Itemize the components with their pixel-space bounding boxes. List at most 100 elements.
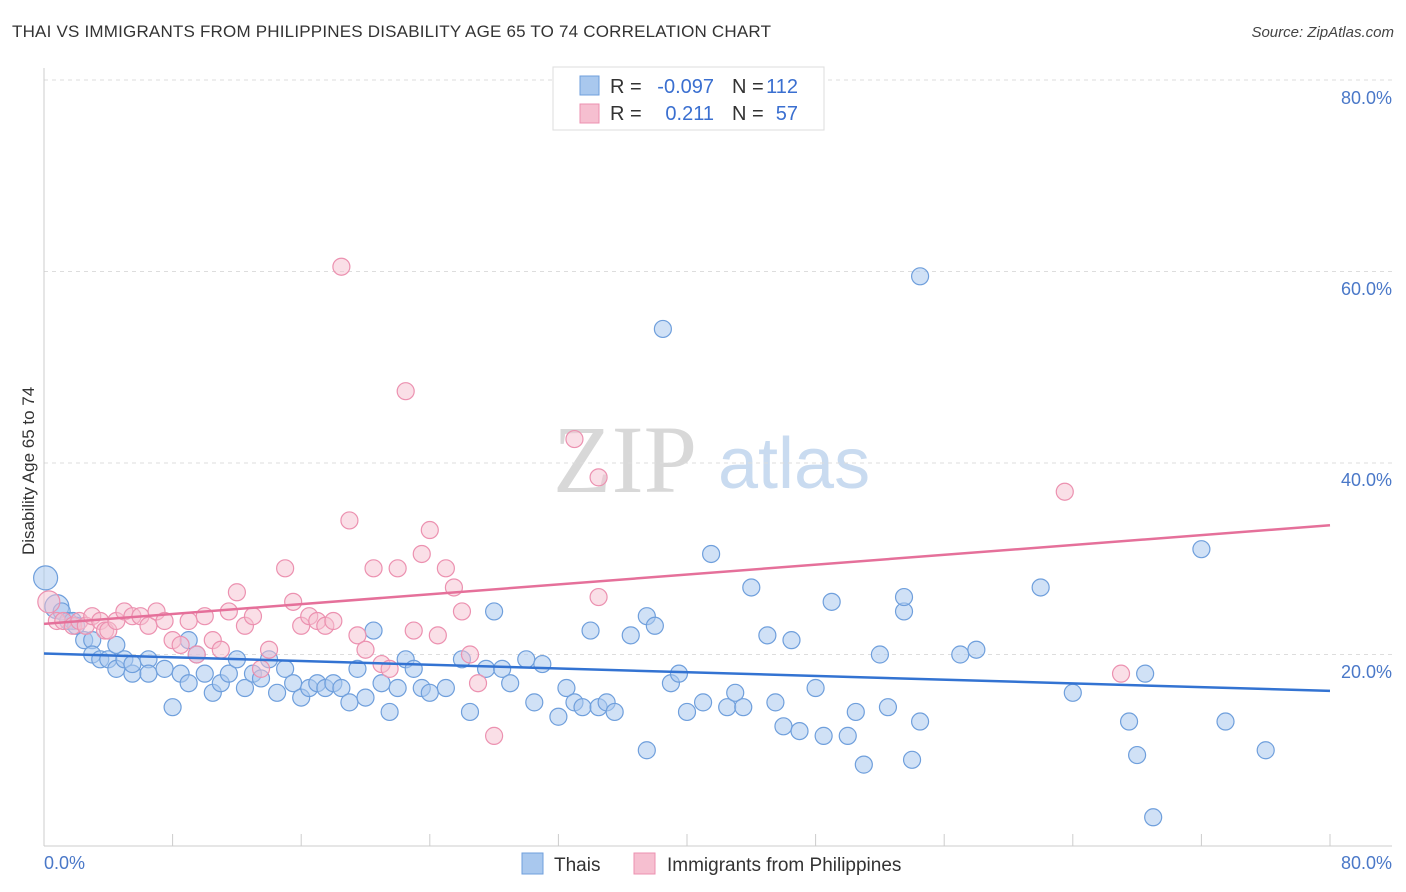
philippines-point	[259, 640, 279, 659]
thais-point	[155, 659, 174, 678]
axes	[43, 68, 1392, 847]
thais-point	[1031, 578, 1050, 597]
thais-point	[910, 712, 930, 731]
philippines-point	[436, 559, 455, 578]
philippines-point	[340, 511, 359, 530]
thais-point	[163, 698, 182, 717]
philippines-trend-line	[43, 523, 1331, 626]
thais-point	[493, 659, 512, 678]
philippines-point	[211, 640, 230, 659]
thais-point	[517, 650, 536, 669]
x-tick-label-max: 80.0%	[1341, 853, 1392, 873]
thais-point	[420, 683, 439, 702]
thais-point	[814, 726, 833, 745]
thais-point	[1063, 683, 1082, 702]
legend-thais-swatch	[521, 852, 544, 875]
thais-point	[33, 565, 59, 591]
thais-point	[332, 678, 351, 698]
philippines-point	[155, 611, 174, 631]
philippines-point	[284, 592, 303, 611]
trend-lines	[43, 523, 1331, 693]
thais-r-value: -0.097	[657, 76, 714, 98]
philippines-point	[1111, 664, 1131, 683]
philippines-point	[179, 611, 198, 631]
thais-point	[677, 702, 697, 722]
philippines-point	[485, 726, 504, 745]
philippines-point	[565, 429, 584, 449]
thais-point	[902, 750, 922, 769]
philippines-point	[1055, 482, 1074, 501]
philippines-points	[37, 257, 1131, 745]
philippines-point	[171, 635, 190, 655]
thais-point	[734, 698, 753, 717]
thais-point	[645, 616, 664, 635]
thais-point	[388, 678, 407, 698]
philippines-point	[276, 559, 295, 578]
thais-point	[1127, 745, 1147, 765]
thais-point	[235, 678, 255, 698]
philippines-point	[589, 468, 608, 487]
thais-point	[1192, 540, 1211, 559]
thais-point	[436, 678, 455, 698]
philippines-point	[251, 659, 271, 678]
thais-point	[533, 654, 552, 674]
thais-point	[774, 717, 793, 736]
thais-n-label: N =	[732, 76, 764, 98]
thais-point	[139, 664, 158, 683]
legend-thais-label: Thais	[554, 855, 600, 876]
y-axis-title: Disability Age 65 to 74	[19, 387, 38, 555]
thais-point	[669, 664, 689, 683]
thais-point	[822, 592, 841, 611]
thais-point	[758, 626, 777, 645]
thais-point	[846, 702, 865, 722]
thais-point	[878, 698, 898, 717]
stats-legend: R = -0.097 N = 112 R = 0.211 N = 57	[552, 66, 825, 131]
philippines-point	[452, 602, 472, 621]
thais-point	[581, 621, 600, 640]
thais-point	[838, 726, 857, 745]
philippines-point	[227, 583, 246, 602]
philippines-point	[468, 674, 488, 693]
thais-point	[501, 674, 520, 693]
philippines-r-label: R =	[610, 103, 642, 125]
y-tick-label-20: 20.0%	[1341, 662, 1392, 682]
thais-point	[549, 707, 568, 726]
thais-point	[356, 688, 375, 707]
chart-title: THAI VS IMMIGRANTS FROM PHILIPPINES DISA…	[12, 22, 772, 41]
thais-point	[967, 640, 986, 659]
thais-point	[951, 645, 970, 664]
thais-point	[123, 654, 142, 674]
thais-point	[1256, 741, 1275, 760]
thais-point	[1119, 712, 1139, 731]
thais-point	[219, 664, 238, 683]
thais-point	[782, 631, 801, 650]
thais-point	[107, 635, 126, 655]
philippines-point	[589, 587, 608, 607]
watermark-zip: ZIP	[553, 406, 697, 513]
thais-trend-line	[43, 652, 1331, 693]
thais-point	[557, 678, 576, 698]
philippines-point	[420, 520, 439, 540]
thais-point	[573, 698, 592, 717]
philippines-point	[332, 257, 351, 276]
y-tick-labels: 80.0% 60.0% 40.0% 20.0%	[1341, 88, 1392, 682]
philippines-point	[460, 645, 480, 664]
thais-point	[653, 319, 672, 339]
philippines-r-value: 0.211	[665, 103, 714, 125]
philippines-point	[388, 559, 407, 578]
philippines-point	[364, 559, 383, 578]
philippines-point	[404, 621, 423, 640]
thais-point	[1144, 808, 1163, 827]
philippines-point	[243, 607, 263, 626]
thais-point	[894, 587, 914, 607]
thais-point	[364, 621, 383, 640]
thais-point	[348, 659, 367, 678]
legend-philippines-swatch	[633, 852, 656, 875]
philippines-point	[187, 645, 206, 664]
thais-r-label: R =	[610, 76, 642, 98]
thais-point	[195, 664, 214, 683]
y-tick-label-60: 60.0%	[1341, 279, 1392, 299]
thais-swatch	[579, 75, 600, 96]
philippines-point	[324, 611, 343, 631]
